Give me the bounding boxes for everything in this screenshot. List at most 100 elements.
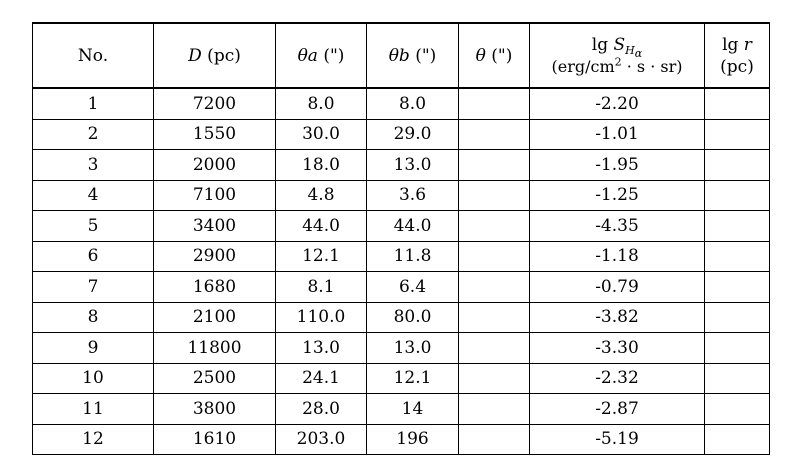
cell-theta-b: 8.0 bbox=[366, 87, 459, 120]
cell-lg-radius bbox=[704, 301, 770, 333]
cell-lg-radius bbox=[704, 87, 770, 120]
cell-theta bbox=[458, 362, 530, 394]
table-row: 10 2500 24.1 12.1 -2.32 bbox=[32, 362, 770, 394]
cell-lg-surface-brightness: -2.32 bbox=[529, 362, 705, 394]
cell-no: 10 bbox=[32, 362, 154, 394]
cell-lg-surface-brightness: -5.19 bbox=[529, 423, 705, 455]
cell-theta-b: 13.0 bbox=[366, 332, 459, 364]
table-row: 3 2000 18.0 13.0 -1.95 bbox=[32, 149, 770, 181]
cell-lg-surface-brightness: -4.35 bbox=[529, 210, 705, 242]
table-row: 7 1680 8.1 6.4 -0.79 bbox=[32, 271, 770, 303]
cell-no: 11 bbox=[32, 393, 154, 425]
cell-no: 2 bbox=[32, 118, 154, 150]
cell-no: 5 bbox=[32, 210, 154, 242]
header-distance: D (pc) bbox=[153, 22, 276, 89]
cell-theta bbox=[458, 301, 530, 333]
cell-theta-b: 6.4 bbox=[366, 271, 459, 303]
cell-no: 1 bbox=[32, 87, 154, 120]
cell-theta-a: 28.0 bbox=[275, 393, 367, 425]
cell-theta-a: 12.1 bbox=[275, 240, 367, 272]
cell-lg-surface-brightness: -3.82 bbox=[529, 301, 705, 333]
cell-theta bbox=[458, 271, 530, 303]
table-body: 1 7200 8.0 8.0 -2.20 2 1550 30.0 29.0 -1.01 3 2000 1… bbox=[32, 87, 770, 455]
cell-lg-radius bbox=[704, 423, 770, 455]
cell-theta-b: 44.0 bbox=[366, 210, 459, 242]
cell-lg-radius bbox=[704, 362, 770, 394]
cell-lg-radius bbox=[704, 393, 770, 425]
cell-theta-b: 14 bbox=[366, 393, 459, 425]
cell-lg-radius bbox=[704, 179, 770, 211]
cell-distance: 3400 bbox=[153, 210, 276, 242]
cell-no: 12 bbox=[32, 423, 154, 455]
cell-lg-surface-brightness: -1.18 bbox=[529, 240, 705, 272]
cell-distance: 1610 bbox=[153, 423, 276, 455]
table-row: 12 1610 203.0 196 -5.19 bbox=[32, 423, 770, 455]
cell-theta bbox=[458, 118, 530, 150]
cell-distance: 2500 bbox=[153, 362, 276, 394]
header-no: No. bbox=[32, 22, 154, 89]
cell-theta-a: 203.0 bbox=[275, 423, 367, 455]
cell-theta bbox=[458, 179, 530, 211]
cell-distance: 2100 bbox=[153, 301, 276, 333]
cell-theta bbox=[458, 210, 530, 242]
cell-lg-surface-brightness: -1.01 bbox=[529, 118, 705, 150]
table-header: No. D (pc) θa (") θb (") θ (") lg SHα (e… bbox=[32, 22, 770, 89]
cell-lg-radius bbox=[704, 240, 770, 272]
cell-lg-radius bbox=[704, 332, 770, 364]
cell-theta-b: 13.0 bbox=[366, 149, 459, 181]
cell-theta-b: 196 bbox=[366, 423, 459, 455]
table-row: 1 7200 8.0 8.0 -2.20 bbox=[32, 87, 770, 120]
cell-distance: 7100 bbox=[153, 179, 276, 211]
table-row: 2 1550 30.0 29.0 -1.01 bbox=[32, 118, 770, 150]
cell-theta bbox=[458, 87, 530, 120]
table-row: 6 2900 12.1 11.8 -1.18 bbox=[32, 240, 770, 272]
table-row: 4 7100 4.8 3.6 -1.25 bbox=[32, 179, 770, 211]
header-theta: θ (") bbox=[458, 22, 530, 89]
cell-theta bbox=[458, 393, 530, 425]
cell-no: 8 bbox=[32, 301, 154, 333]
cell-lg-surface-brightness: -1.25 bbox=[529, 179, 705, 211]
cell-theta-a: 13.0 bbox=[275, 332, 367, 364]
cell-distance: 2900 bbox=[153, 240, 276, 272]
cell-theta-a: 18.0 bbox=[275, 149, 367, 181]
cell-lg-radius bbox=[704, 210, 770, 242]
cell-theta-b: 29.0 bbox=[366, 118, 459, 150]
header-row: No. D (pc) θa (") θb (") θ (") lg SHα (e… bbox=[32, 22, 770, 89]
header-theta-a: θa (") bbox=[275, 22, 367, 89]
cell-lg-surface-brightness: -0.79 bbox=[529, 271, 705, 303]
cell-theta bbox=[458, 149, 530, 181]
cell-no: 9 bbox=[32, 332, 154, 364]
header-theta-b: θb (") bbox=[366, 22, 459, 89]
cell-theta bbox=[458, 332, 530, 364]
table-row: 5 3400 44.0 44.0 -4.35 bbox=[32, 210, 770, 242]
cell-lg-radius bbox=[704, 118, 770, 150]
header-lg-surface-brightness: lg SHα (erg/cm2 · s · sr) bbox=[529, 22, 705, 89]
cell-distance: 11800 bbox=[153, 332, 276, 364]
cell-theta-b: 11.8 bbox=[366, 240, 459, 272]
data-table: No. D (pc) θa (") θb (") θ (") lg SHα (e… bbox=[32, 22, 770, 455]
cell-lg-radius bbox=[704, 271, 770, 303]
cell-distance: 1680 bbox=[153, 271, 276, 303]
cell-lg-surface-brightness: -1.95 bbox=[529, 149, 705, 181]
cell-distance: 1550 bbox=[153, 118, 276, 150]
cell-distance: 7200 bbox=[153, 87, 276, 120]
cell-lg-radius bbox=[704, 149, 770, 181]
cell-no: 4 bbox=[32, 179, 154, 211]
cell-theta-a: 4.8 bbox=[275, 179, 367, 211]
header-lg-radius: lg r (pc) bbox=[704, 22, 770, 89]
cell-theta bbox=[458, 423, 530, 455]
cell-no: 6 bbox=[32, 240, 154, 272]
cell-theta-a: 8.1 bbox=[275, 271, 367, 303]
cell-theta-b: 80.0 bbox=[366, 301, 459, 333]
cell-theta-b: 12.1 bbox=[366, 362, 459, 394]
cell-lg-surface-brightness: -2.87 bbox=[529, 393, 705, 425]
table-row: 8 2100 110.0 80.0 -3.82 bbox=[32, 301, 770, 333]
cell-lg-surface-brightness: -2.20 bbox=[529, 87, 705, 120]
cell-theta bbox=[458, 240, 530, 272]
table-row: 9 11800 13.0 13.0 -3.30 bbox=[32, 332, 770, 364]
cell-theta-a: 30.0 bbox=[275, 118, 367, 150]
cell-no: 3 bbox=[32, 149, 154, 181]
cell-theta-a: 24.1 bbox=[275, 362, 367, 394]
cell-no: 7 bbox=[32, 271, 154, 303]
cell-distance: 3800 bbox=[153, 393, 276, 425]
